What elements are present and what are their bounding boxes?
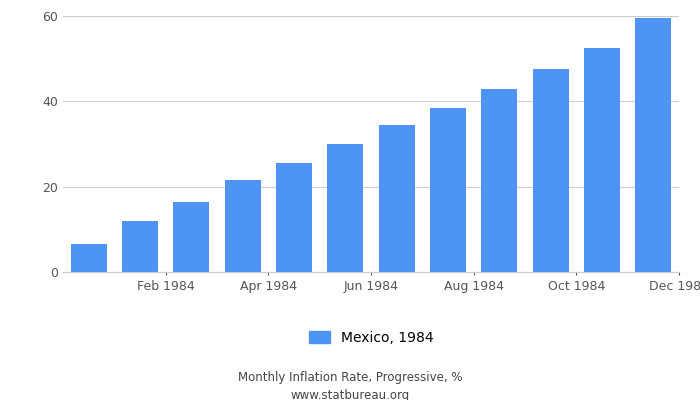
- Bar: [584, 48, 620, 272]
- Text: Monthly Inflation Rate, Progressive, %: Monthly Inflation Rate, Progressive, %: [238, 372, 462, 384]
- Bar: [71, 244, 106, 272]
- Bar: [430, 108, 466, 272]
- Bar: [533, 69, 568, 272]
- Bar: [482, 88, 517, 272]
- Bar: [174, 202, 209, 272]
- Bar: [328, 144, 363, 272]
- Legend: Mexico, 1984: Mexico, 1984: [303, 325, 439, 350]
- Bar: [636, 18, 671, 272]
- Bar: [225, 180, 260, 272]
- Bar: [122, 221, 158, 272]
- Bar: [379, 125, 414, 272]
- Bar: [276, 163, 312, 272]
- Text: www.statbureau.org: www.statbureau.org: [290, 390, 410, 400]
